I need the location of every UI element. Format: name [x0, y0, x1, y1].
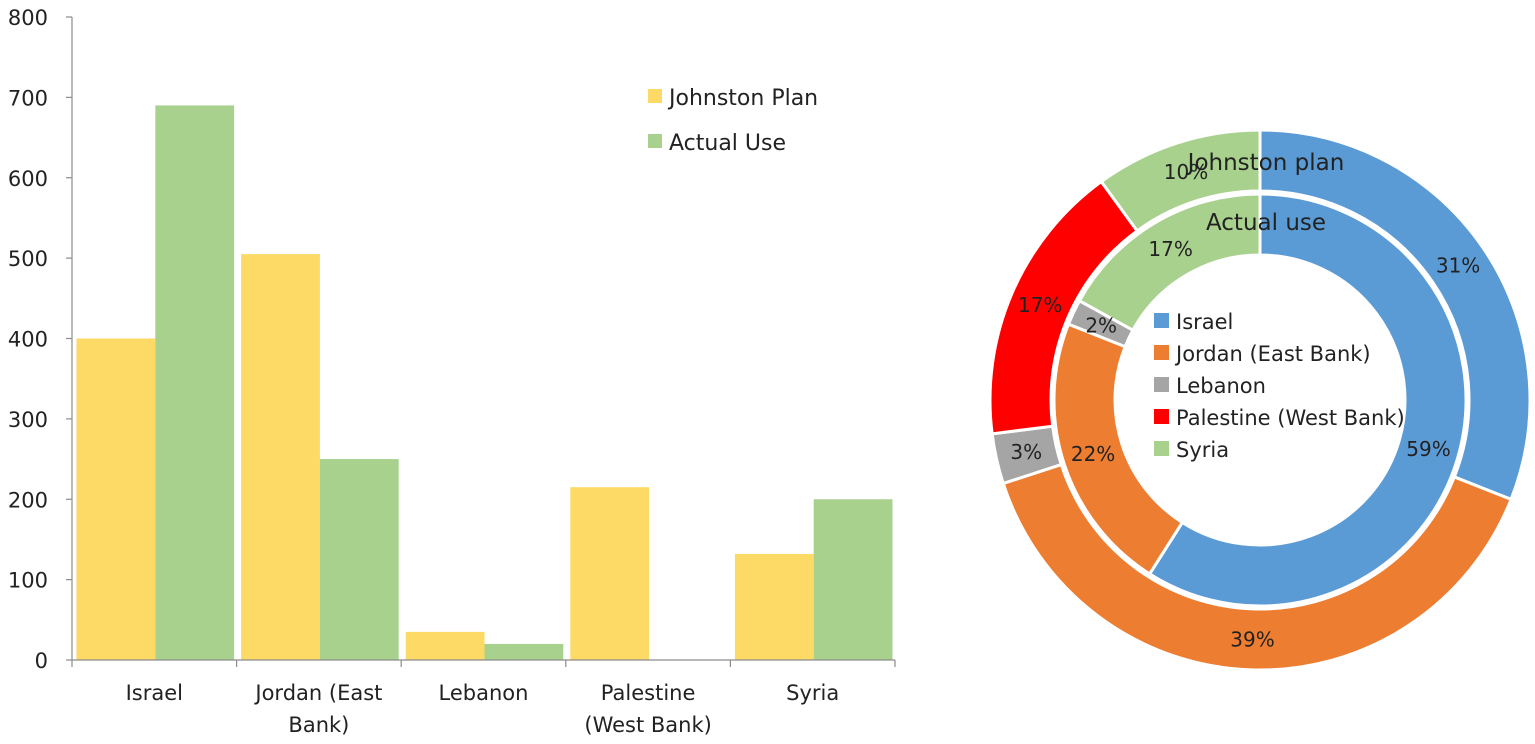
bar-johnston-plan-syria: [734, 553, 814, 660]
legend-swatch-israel: [1154, 313, 1169, 328]
bar-johnston-plan-lebanon: [405, 631, 485, 660]
doughnut-legend: Israel Jordan (East Bank) Lebanon Palestine…: [1154, 310, 1405, 462]
x-tick-label: Israel: [126, 681, 183, 705]
x-tick-label: Bank): [288, 713, 349, 737]
bar-chart: 0 100 200 300 400 500 600 700 800 Israel Jordan (…: [8, 6, 896, 737]
bar-actual-use-syria: [813, 499, 893, 660]
x-tick-label: Jordan (East: [253, 681, 382, 705]
y-tick-label: 800: [8, 6, 48, 30]
legend-label-syria: Syria: [1176, 438, 1229, 462]
y-axis: 0 100 200 300 400 500 600 700 800: [8, 6, 73, 673]
data-label-johnston-plan-israel: 31%: [1436, 253, 1480, 277]
data-label-actual-use-jordan-east-bank: 22%: [1071, 442, 1115, 466]
y-tick-label: 400: [8, 328, 48, 352]
data-label-actual-use-israel: 59%: [1406, 437, 1450, 461]
data-label-johnston-plan-palestine-west-bank: 17%: [1018, 293, 1062, 317]
slice-johnston-plan-israel: [1258, 128, 1532, 502]
bar-johnston-plan-palestine-west-bank: [570, 487, 650, 660]
x-tick-label: Palestine: [601, 681, 696, 705]
bar-johnston-plan-israel: [76, 338, 156, 660]
y-tick-label: 600: [8, 167, 48, 191]
y-tick-label: 200: [8, 488, 48, 512]
data-label-johnston-plan-syria: 10%: [1164, 160, 1208, 184]
ring-title-johnston-plan: Johnston plan: [1186, 150, 1345, 176]
legend-label-jordan-east-bank: Jordan (East Bank): [1174, 342, 1371, 366]
bar-actual-use-jordan-east-bank: [319, 459, 399, 660]
data-label-actual-use-syria: 17%: [1148, 237, 1192, 261]
bars: [76, 105, 893, 661]
legend-label-actual-use: Actual Use: [669, 131, 786, 156]
legend-label-johnston-plan: Johnston Plan: [667, 86, 818, 111]
legend-label-palestine-west-bank: Palestine (West Bank): [1176, 406, 1405, 430]
doughnut-chart: 31% 39% 3% 17% 10% 59% 22% 2% 17% Johnston plan A…: [988, 128, 1532, 672]
data-label-actual-use-lebanon: 2%: [1085, 313, 1117, 337]
legend-label-lebanon: Lebanon: [1176, 374, 1266, 398]
y-tick-label: 500: [8, 247, 48, 271]
y-tick-label: 100: [8, 569, 48, 593]
y-tick-label: 0: [35, 649, 48, 673]
legend-swatch-johnston-plan: [648, 89, 662, 103]
legend-swatch-palestine-west-bank: [1154, 409, 1169, 424]
ring-titles: Johnston plan Actual use: [1186, 150, 1345, 236]
bar-legend: Johnston Plan Actual Use: [648, 86, 818, 156]
legend-swatch-actual-use: [648, 134, 662, 148]
y-tick-label: 700: [8, 86, 48, 110]
legend-swatch-syria: [1154, 441, 1169, 456]
doughnut-rings: [988, 128, 1532, 672]
bar-johnston-plan-jordan-east-bank: [241, 254, 320, 660]
bar-actual-use-israel: [155, 105, 235, 661]
slice-johnston-plan-jordan-east-bank: [1001, 462, 1513, 672]
legend-swatch-lebanon: [1154, 377, 1169, 392]
data-label-johnston-plan-jordan-east-bank: 39%: [1230, 627, 1274, 651]
x-tick-label: Syria: [786, 681, 839, 705]
slice-johnston-plan-syria: [1099, 128, 1262, 234]
x-tick-label: (West Bank): [584, 713, 711, 737]
legend-swatch-jordan-east-bank: [1154, 345, 1169, 360]
x-tick-label: Lebanon: [439, 681, 529, 705]
bar-actual-use-lebanon: [484, 643, 564, 660]
x-axis: Israel Jordan (East Bank) Lebanon Palestine (…: [71, 659, 896, 737]
data-label-johnston-plan-lebanon: 3%: [1010, 440, 1042, 464]
slice-actual-use-israel: [1147, 192, 1468, 608]
slice-actual-use-syria: [1077, 192, 1262, 333]
legend-label-israel: Israel: [1176, 310, 1233, 334]
doughnut-data-labels: 31% 39% 3% 17% 10% 59% 22% 2% 17%: [1010, 160, 1480, 651]
ring-title-actual-use: Actual use: [1206, 210, 1326, 236]
y-tick-label: 300: [8, 408, 48, 432]
